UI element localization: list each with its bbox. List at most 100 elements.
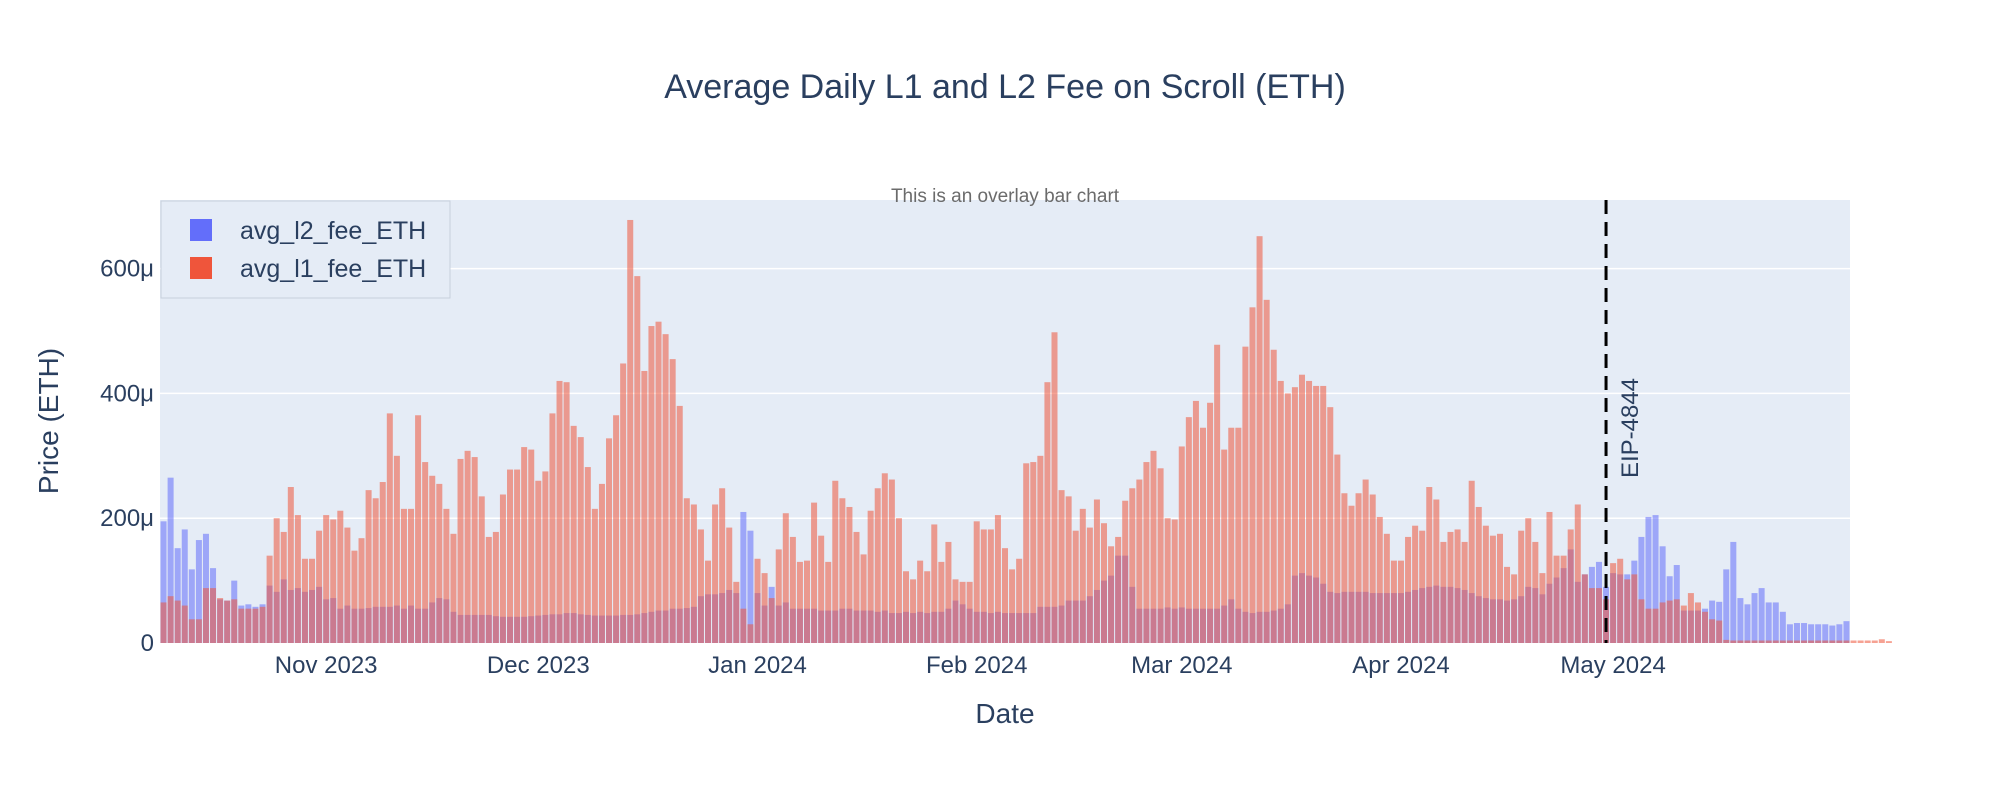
bar-avg-l2-fee-ETH: [160, 521, 167, 643]
y-axis-label: Price (ETH): [33, 348, 64, 494]
bar-avg-l1-fee-ETH: [1185, 417, 1192, 643]
bar-avg-l2-fee-ETH: [1772, 602, 1779, 643]
bar-avg-l1-fee-ETH: [697, 529, 704, 643]
bar-avg-l1-fee-ETH: [1192, 400, 1199, 643]
bar-avg-l1-fee-ETH: [1737, 640, 1744, 643]
bar-avg-l1-fee-ETH: [280, 531, 287, 643]
x-tick-label: Feb 2024: [926, 652, 1027, 679]
bar-avg-l1-fee-ETH: [627, 219, 634, 643]
bar-avg-l1-fee-ETH: [1829, 640, 1836, 643]
bar-avg-l1-fee-ETH: [1383, 533, 1390, 643]
bar-avg-l1-fee-ETH: [577, 437, 584, 643]
bar-avg-l1-fee-ETH: [1426, 487, 1433, 643]
bar-avg-l1-fee-ETH: [202, 588, 209, 643]
legend-label-l1: avg_l1_fee_ETH: [240, 255, 426, 283]
series-avg-l1-fee-bars: [160, 219, 1892, 643]
x-axis-ticks: Nov 2023 Dec 2023 Jan 2024 Feb 2024 Mar 2024…: [275, 652, 1666, 679]
x-tick-label: May 2024: [1560, 652, 1665, 679]
bar-avg-l1-fee-ETH: [620, 363, 627, 643]
bar-avg-l1-fee-ETH: [471, 457, 478, 643]
bar-avg-l1-fee-ETH: [1277, 380, 1284, 643]
bar-avg-l1-fee-ETH: [938, 561, 945, 643]
bar-avg-l2-fee-ETH: [1822, 624, 1829, 643]
x-tick-label: Apr 2024: [1352, 652, 1449, 679]
bar-avg-l1-fee-ETH: [1369, 494, 1376, 643]
bar-avg-l1-fee-ETH: [867, 510, 874, 643]
bar-avg-l1-fee-ETH: [273, 518, 280, 643]
bar-avg-l1-fee-ETH: [1482, 525, 1489, 643]
bar-avg-l1-fee-ETH: [301, 558, 308, 643]
bar-avg-l1-fee-ETH: [740, 608, 747, 643]
legend: avg_l2_fee_ETH avg_l1_fee_ETH: [160, 200, 451, 299]
bar-avg-l1-fee-ETH: [181, 605, 188, 643]
bar-avg-l1-fee-ETH: [1405, 536, 1412, 643]
bar-avg-l1-fee-ETH: [344, 527, 351, 643]
bar-avg-l1-fee-ETH: [507, 469, 514, 643]
bar-avg-l1-fee-ETH: [521, 447, 528, 643]
bar-avg-l1-fee-ETH: [860, 554, 867, 643]
bar-avg-l1-fee-ETH: [754, 558, 761, 643]
bar-avg-l1-fee-ETH: [931, 524, 938, 643]
bar-avg-l1-fee-ETH: [1680, 605, 1687, 643]
legend-label-l2: avg_l2_fee_ETH: [240, 217, 426, 245]
bar-avg-l1-fee-ETH: [563, 382, 570, 643]
bar-avg-l1-fee-ETH: [606, 438, 613, 643]
bar-avg-l1-fee-ETH: [252, 608, 259, 643]
bar-avg-l1-fee-ETH: [542, 471, 549, 643]
bar-avg-l2-fee-ETH: [1843, 621, 1850, 643]
bar-avg-l1-fee-ETH: [160, 602, 167, 643]
bar-avg-l1-fee-ETH: [945, 541, 952, 643]
bar-avg-l1-fee-ETH: [259, 606, 266, 643]
x-tick-label: Dec 2023: [487, 652, 590, 679]
bar-avg-l1-fee-ETH: [415, 415, 422, 643]
bar-avg-l1-fee-ETH: [408, 508, 415, 643]
bar-avg-l1-fee-ETH: [1836, 640, 1843, 643]
bar-avg-l1-fee-ETH: [1419, 530, 1426, 643]
chart-annotation: This is an overlay bar chart: [891, 186, 1120, 207]
bar-avg-l1-fee-ETH: [712, 504, 719, 643]
bar-avg-l1-fee-ETH: [1581, 574, 1588, 643]
bar-avg-l1-fee-ETH: [917, 560, 924, 643]
bar-avg-l1-fee-ETH: [1652, 608, 1659, 643]
bar-avg-l1-fee-ETH: [1822, 640, 1829, 643]
bar-avg-l1-fee-ETH: [1291, 387, 1298, 643]
bar-avg-l1-fee-ETH: [443, 508, 450, 643]
bar-avg-l1-fee-ETH: [1108, 546, 1115, 643]
bar-avg-l1-fee-ETH: [1709, 619, 1716, 643]
bar-avg-l1-fee-ETH: [1171, 519, 1178, 643]
bar-avg-l1-fee-ETH: [1560, 555, 1567, 643]
y-tick-label: 200μ: [100, 505, 154, 532]
bar-avg-l1-fee-ETH: [1447, 531, 1454, 643]
bar-avg-l1-fee-ETH: [1348, 505, 1355, 643]
bar-avg-l1-fee-ETH: [1765, 640, 1772, 643]
bar-avg-l2-fee-ETH: [174, 548, 181, 643]
bar-avg-l1-fee-ETH: [1786, 640, 1793, 643]
bar-avg-l1-fee-ETH: [549, 413, 556, 643]
bar-avg-l1-fee-ETH: [987, 529, 994, 643]
bar-avg-l1-fee-ETH: [499, 494, 506, 643]
bar-avg-l1-fee-ETH: [1461, 541, 1468, 643]
bar-avg-l1-fee-ETH: [1228, 427, 1235, 643]
bar-avg-l1-fee-ETH: [1553, 555, 1560, 643]
bar-avg-l1-fee-ETH: [323, 515, 330, 643]
bar-avg-l1-fee-ETH: [245, 608, 252, 643]
bar-avg-l1-fee-ETH: [1235, 427, 1242, 643]
bar-avg-l2-fee-ETH: [1836, 624, 1843, 643]
legend-box: [160, 200, 451, 299]
bar-avg-l1-fee-ETH: [287, 487, 294, 643]
bar-avg-l1-fee-ETH: [832, 480, 839, 643]
bar-avg-l1-fee-ETH: [1093, 499, 1100, 643]
bar-avg-l1-fee-ETH: [210, 588, 217, 643]
bar-avg-l1-fee-ETH: [705, 560, 712, 643]
bar-avg-l1-fee-ETH: [570, 425, 577, 643]
bar-avg-l1-fee-ETH: [188, 619, 195, 643]
bar-avg-l1-fee-ETH: [910, 579, 917, 643]
bar-avg-l1-fee-ETH: [1086, 527, 1093, 643]
bar-avg-l1-fee-ETH: [1327, 407, 1334, 643]
bar-avg-l1-fee-ETH: [853, 531, 860, 643]
bar-avg-l1-fee-ETH: [1751, 640, 1758, 643]
bar-avg-l2-fee-ETH: [1744, 604, 1751, 643]
bar-avg-l1-fee-ETH: [485, 536, 492, 643]
bar-avg-l1-fee-ETH: [1843, 640, 1850, 643]
bar-avg-l1-fee-ETH: [1801, 640, 1808, 643]
